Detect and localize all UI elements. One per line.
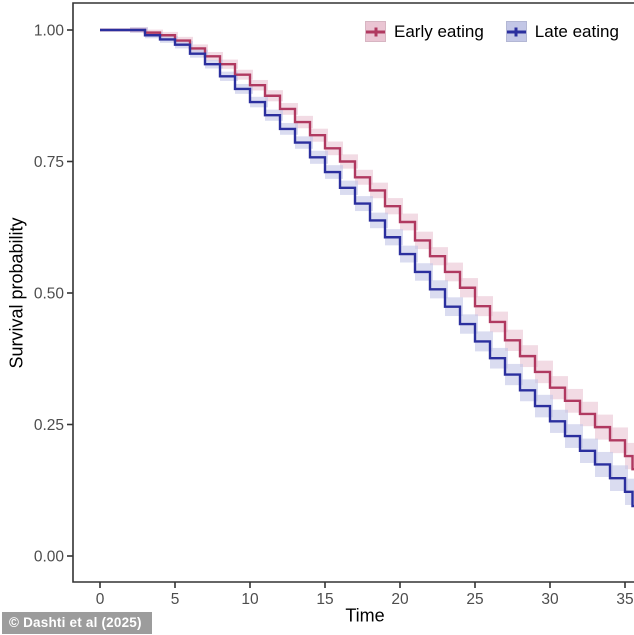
x-tick-label: 25 xyxy=(466,591,483,608)
late-eating-legend-key-icon xyxy=(505,21,527,42)
y-tick-label: 0.00 xyxy=(34,549,65,566)
legend: Early eating Late eating xyxy=(365,21,619,42)
attribution-badge: © Dashti et al (2025) xyxy=(2,612,152,634)
early-eating-ci-ribbon xyxy=(130,27,634,470)
late-eating-curve xyxy=(100,28,634,508)
legend-label-late: Late eating xyxy=(534,22,619,41)
x-tick-label: 5 xyxy=(171,591,180,608)
y-tick-label: 0.25 xyxy=(34,417,64,434)
y-axis-title: Survival probability xyxy=(6,217,27,369)
legend-label-early: Early eating xyxy=(394,22,484,41)
y-tick-label: 0.75 xyxy=(34,154,64,171)
x-tick-label: 30 xyxy=(541,591,559,608)
x-tick-label: 20 xyxy=(391,591,409,608)
x-tick-label: 10 xyxy=(241,591,259,608)
x-tick-label: 15 xyxy=(316,591,333,608)
early-eating-legend-key-icon xyxy=(365,21,386,42)
y-tick-label: 0.50 xyxy=(34,286,65,303)
early-key-censor-tick xyxy=(374,27,377,36)
panel-border xyxy=(72,2,634,583)
late-eating-ci-ribbon xyxy=(130,27,634,505)
early-eating-curve xyxy=(100,28,634,471)
y-tick-label: 1.00 xyxy=(34,23,65,40)
late-key-censor-tick xyxy=(514,27,518,36)
x-tick-label: 35 xyxy=(616,591,633,608)
x-tick-label: 0 xyxy=(96,591,105,608)
x-axis-title: Time xyxy=(345,605,385,626)
